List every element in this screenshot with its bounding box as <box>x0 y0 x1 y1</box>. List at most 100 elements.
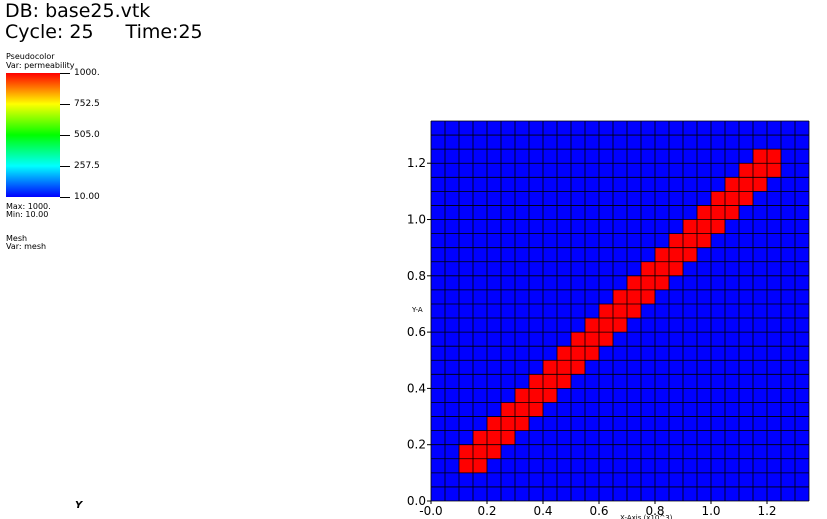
high-permeability-cell <box>697 233 711 248</box>
high-permeability-cell <box>641 275 655 290</box>
legend-tick-label: 10.00 <box>74 192 100 202</box>
high-permeability-cell <box>683 247 697 262</box>
legend-tick-label: 505.0 <box>74 130 100 140</box>
y-axis-label: Y-A <box>411 306 423 314</box>
legend-tick-label: 1000. <box>74 68 100 78</box>
legend-tick <box>60 73 70 74</box>
high-permeability-cell <box>459 458 473 473</box>
high-permeability-cell <box>641 289 655 304</box>
high-permeability-cell <box>725 205 739 220</box>
high-permeability-cell <box>487 416 501 431</box>
x-tick-label: 1.0 <box>701 504 720 518</box>
high-permeability-cell <box>515 402 529 417</box>
high-permeability-cell <box>501 416 515 431</box>
high-permeability-cell <box>739 163 753 178</box>
high-permeability-cell <box>585 346 599 361</box>
legend-plot-type: Pseudocolor <box>6 52 55 61</box>
legend-tick-label: 752.5 <box>74 99 100 109</box>
high-permeability-cell <box>529 388 543 403</box>
high-permeability-cell <box>543 374 557 389</box>
mesh-gridlines <box>430 120 810 502</box>
high-permeability-cell <box>473 444 487 459</box>
y-tick-label: 0.2 <box>407 438 426 452</box>
x-tick-label: 0.4 <box>533 504 552 518</box>
high-permeability-cell <box>473 430 487 445</box>
high-permeability-cell <box>669 233 683 248</box>
time-label: Time:25 <box>125 21 203 43</box>
cycle-label: Cycle: 25 <box>5 21 94 43</box>
triad-y-label: Y <box>75 500 83 511</box>
high-permeability-cell <box>753 149 767 164</box>
high-permeability-cell <box>739 191 753 206</box>
high-permeability-cell <box>683 219 697 234</box>
legend-tick <box>60 104 70 105</box>
high-permeability-cell <box>739 177 753 192</box>
high-permeability-cell <box>487 430 501 445</box>
high-permeability-cell <box>683 233 697 248</box>
y-tick-label: 0.4 <box>407 381 426 395</box>
high-permeability-cell <box>613 303 627 319</box>
high-permeability-cell <box>557 360 571 375</box>
high-permeability-cell <box>697 219 711 234</box>
high-permeability-cell <box>543 360 557 375</box>
high-permeability-cell <box>669 247 683 262</box>
high-permeability-cell <box>725 177 739 192</box>
legend-max: Max: 1000. <box>6 202 51 211</box>
plot-axes: 0.0 0.2 0.4 0.6 0.8 1.0 1.2 -0.0 0.2 0.4 0.6 0.8 1.0… <box>407 156 777 519</box>
legend-variable: Var: permeability <box>6 61 75 70</box>
high-permeability-cell <box>697 205 711 220</box>
high-permeability-cell <box>753 163 767 178</box>
high-permeability-cell <box>571 346 585 361</box>
high-permeability-cell <box>515 388 529 403</box>
y-tick-label: 1.2 <box>407 156 426 170</box>
high-permeability-cell <box>655 247 669 262</box>
high-permeability-cell <box>501 402 515 417</box>
x-tick-label: -0.0 <box>419 504 442 518</box>
x-tick-label: 0.2 <box>477 504 496 518</box>
x-tick-label: 0.6 <box>589 504 608 518</box>
high-permeability-cell <box>767 149 781 164</box>
high-permeability-cell <box>669 261 683 276</box>
high-permeability-cell <box>459 444 473 459</box>
high-permeability-cell <box>473 458 487 473</box>
high-permeability-cell <box>767 163 781 178</box>
high-permeability-cell <box>711 205 725 220</box>
cycle-time-line: Cycle: 25 Time:25 <box>5 21 203 43</box>
y-tick-label: 0.8 <box>407 269 426 283</box>
mesh-cells <box>431 121 809 501</box>
high-permeability-cell <box>557 346 571 361</box>
high-permeability-cell <box>543 388 557 403</box>
legend-tick <box>60 166 70 167</box>
high-permeability-cell <box>599 318 613 333</box>
high-permeability-cell <box>641 261 655 276</box>
high-permeability-cell <box>613 289 627 304</box>
high-permeability-cell <box>711 219 725 234</box>
high-permeability-cell <box>599 332 613 347</box>
high-permeability-cell <box>585 318 599 333</box>
high-permeability-cell <box>529 402 543 417</box>
high-permeability-cell <box>501 430 515 445</box>
high-permeability-cell <box>585 332 599 347</box>
high-permeability-cell <box>627 289 641 304</box>
y-tick-label: 0.0 <box>407 494 426 508</box>
x-tick-label: 1.2 <box>757 504 776 518</box>
high-permeability-cell <box>557 374 571 389</box>
high-permeability-cell <box>655 261 669 276</box>
legend-min: Min: 10.00 <box>6 210 49 219</box>
high-permeability-cell <box>515 416 529 431</box>
high-permeability-cell <box>725 191 739 206</box>
high-permeability-cell <box>487 444 501 459</box>
high-permeability-cell <box>627 303 641 319</box>
x-axis-label: X-Axis (x10^3) <box>620 514 673 519</box>
high-permeability-cell <box>613 318 627 333</box>
x-tick-label: 0.8 <box>645 504 664 518</box>
high-permeability-cell <box>655 275 669 290</box>
high-permeability-cell <box>529 374 543 389</box>
color-legend-bar <box>6 73 60 197</box>
high-permeability-cell <box>571 332 585 347</box>
mesh-legend-variable: Var: mesh <box>6 242 47 251</box>
mesh-legend-plot-type: Mesh <box>6 234 28 243</box>
y-tick-label: 1.0 <box>407 213 426 227</box>
high-permeability-cell <box>753 177 767 192</box>
